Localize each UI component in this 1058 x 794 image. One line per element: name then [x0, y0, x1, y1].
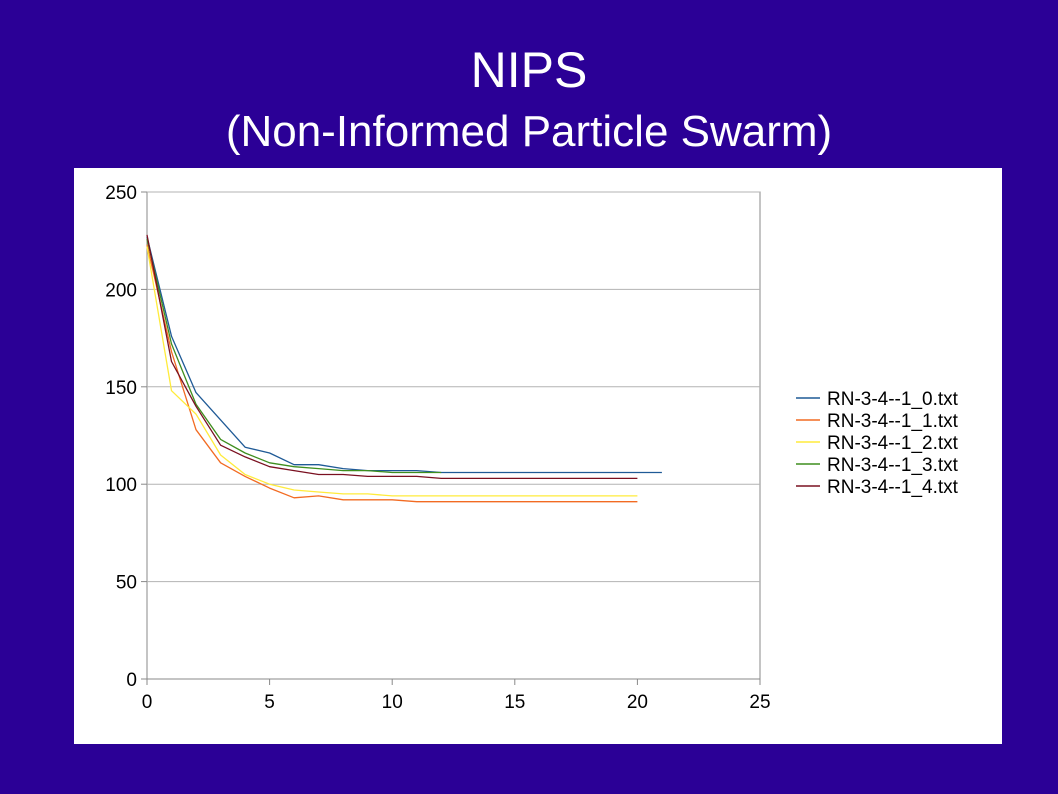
y-tick-label: 200 — [105, 280, 137, 301]
chart-panel: 0 50 100 150 200 250 0 5 10 15 20 25 RN-3-4--1_0.tx… — [74, 168, 1002, 744]
x-tick-label: 15 — [504, 692, 525, 713]
x-tick-label: 5 — [264, 692, 275, 713]
legend-label-3: RN-3-4--1_3.txt — [827, 455, 959, 476]
series-line-4 — [146, 234, 638, 480]
series-line-3 — [146, 238, 442, 474]
series-line-0 — [146, 236, 662, 474]
plot-area — [146, 191, 761, 680]
x-tick-label: 10 — [382, 692, 403, 713]
legend-label-1: RN-3-4--1_1.txt — [827, 411, 959, 432]
x-tick-label: 0 — [142, 692, 153, 713]
legend-label-4: RN-3-4--1_4.txt — [827, 477, 959, 498]
x-tick-label: 20 — [627, 692, 648, 713]
line-chart: 0 50 100 150 200 250 0 5 10 15 20 25 RN-3-4--1_0.tx… — [105, 183, 959, 713]
y-tick-label: 100 — [105, 475, 137, 496]
series-line-1 — [146, 244, 638, 503]
y-tick-label: 150 — [105, 378, 137, 399]
slide-subtitle: (Non-Informed Particle Swarm) — [225, 107, 833, 156]
x-tick-label: 25 — [749, 692, 770, 713]
y-tick-label: 250 — [105, 183, 137, 204]
y-tick-label: 50 — [116, 573, 137, 594]
legend-label-2: RN-3-4--1_2.txt — [827, 433, 959, 454]
series-line-2 — [146, 246, 638, 497]
slide-title: NIPS — [470, 42, 588, 98]
legend-label-0: RN-3-4--1_0.txt — [827, 389, 959, 410]
y-tick-label: 0 — [126, 670, 137, 691]
